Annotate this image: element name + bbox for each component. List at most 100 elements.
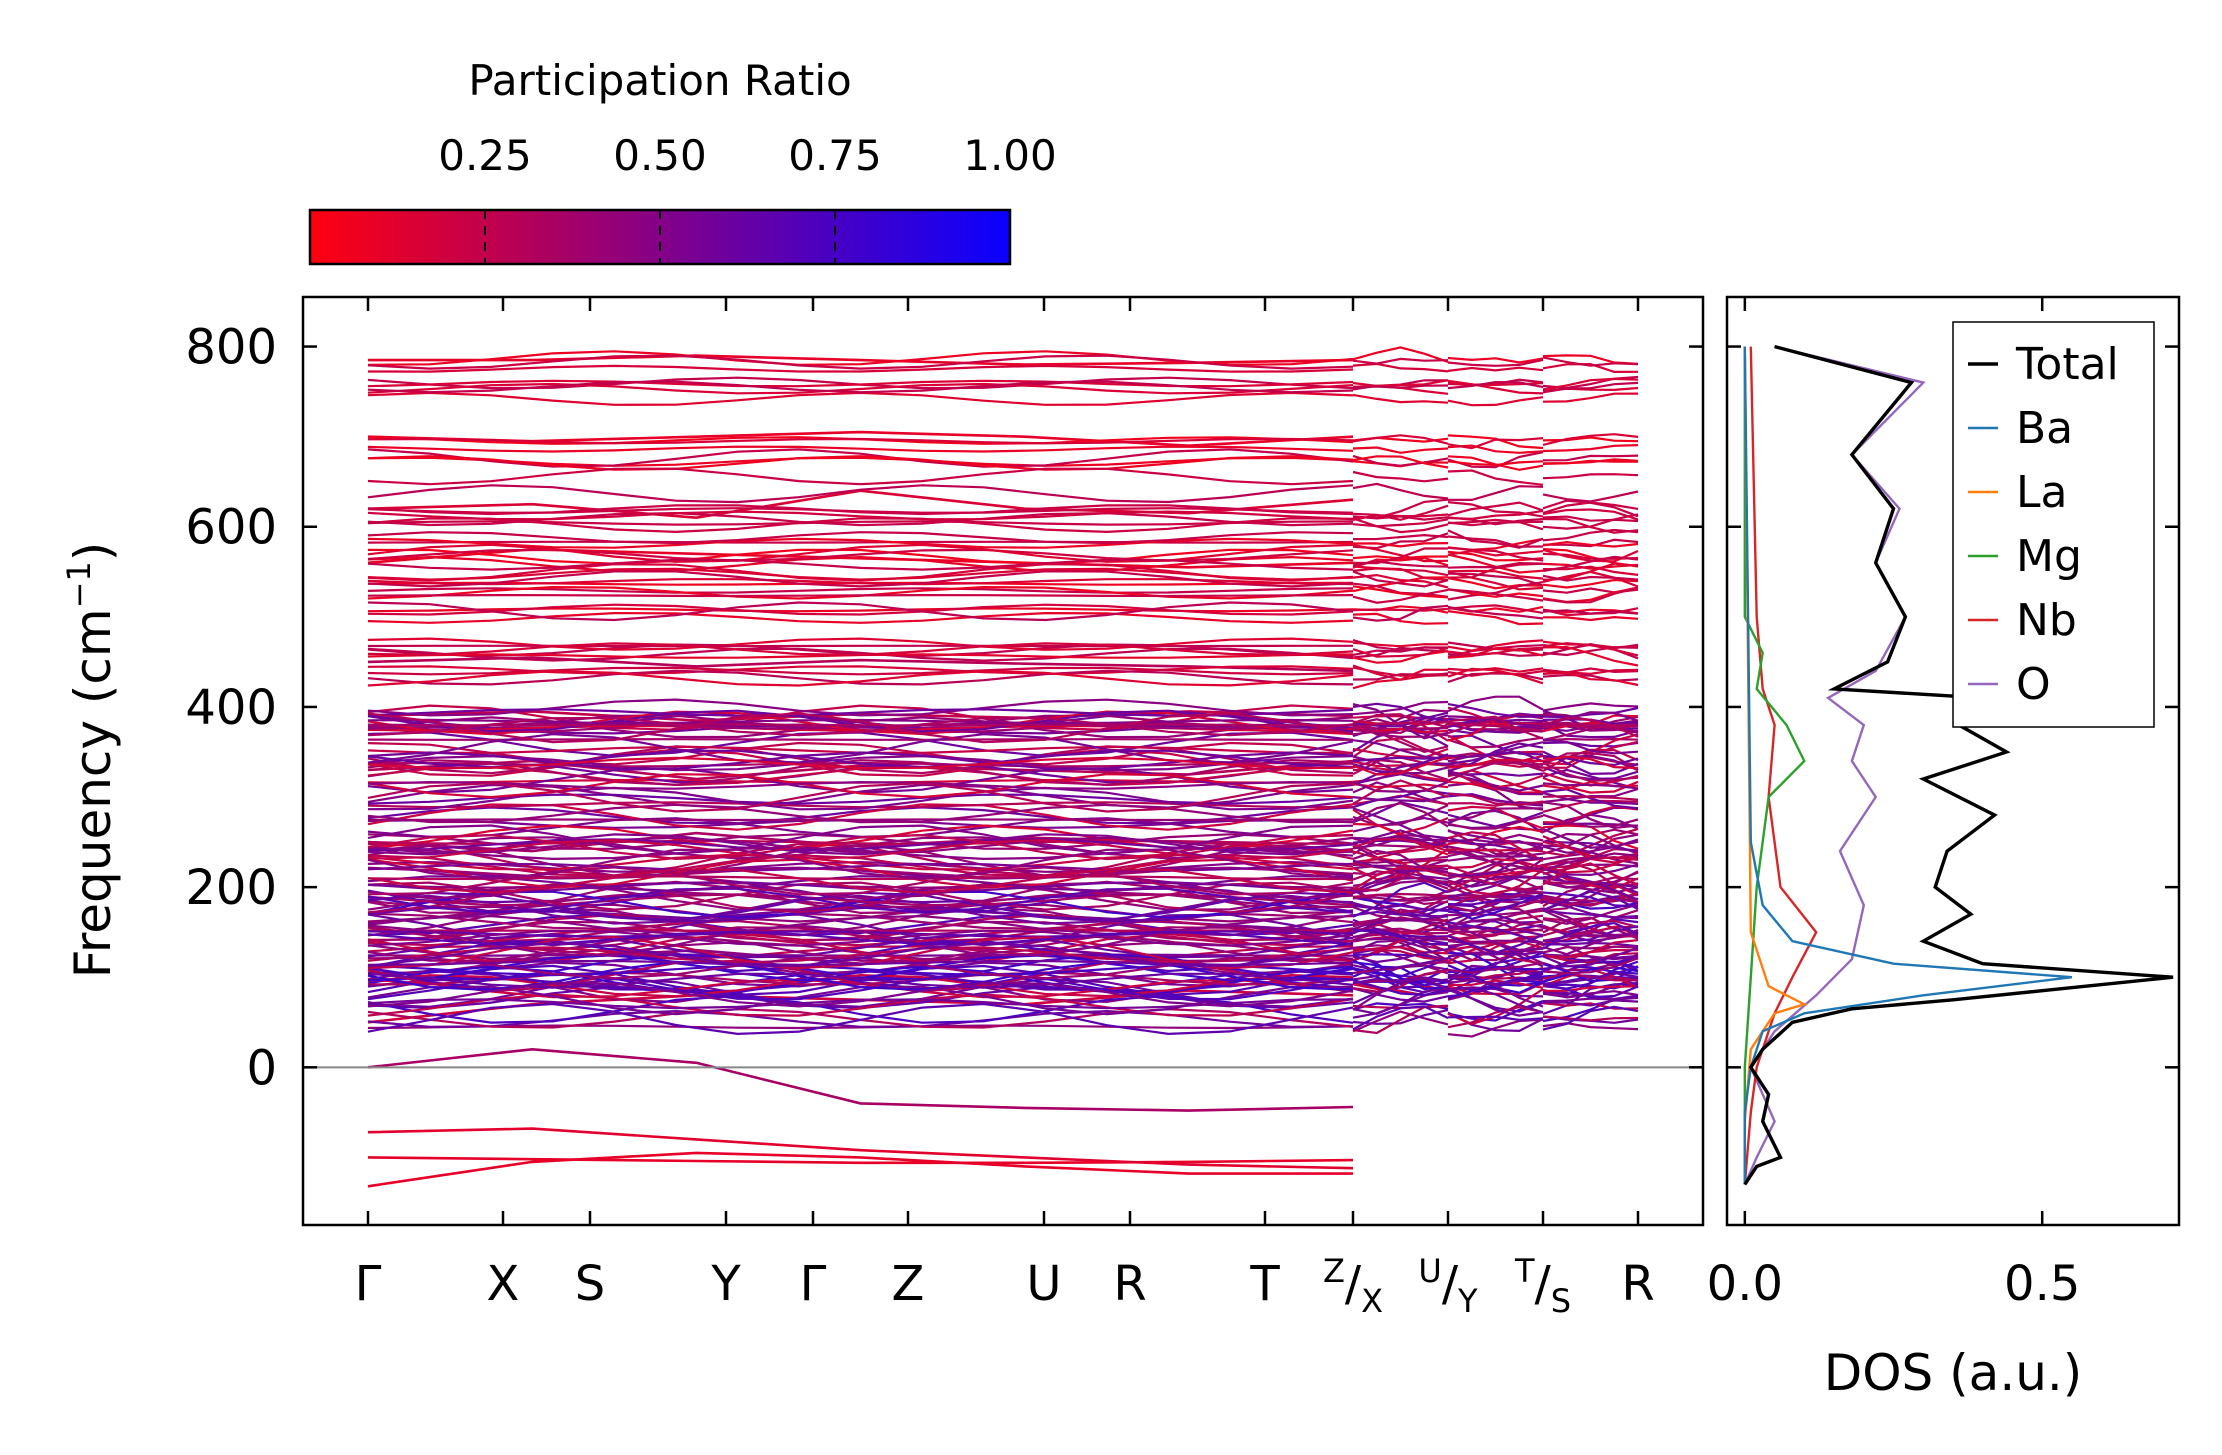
- band-line: [1352, 455, 1449, 469]
- band-line: [367, 354, 1354, 370]
- band-line: [1352, 646, 1449, 659]
- band-line: [1352, 446, 1449, 454]
- band-line: [1542, 722, 1639, 739]
- band-line: [367, 455, 1354, 471]
- band-line: [1542, 454, 1639, 462]
- band-line: [1352, 504, 1449, 521]
- band-line: [1352, 781, 1449, 793]
- band-line: [367, 555, 1354, 573]
- band-line: [1542, 609, 1639, 615]
- band-line: [367, 862, 1354, 872]
- band-line: [367, 380, 1354, 394]
- band-line: [1352, 779, 1449, 805]
- band-line: [367, 391, 1354, 406]
- band-line: [1542, 1005, 1639, 1031]
- band-line: [1447, 895, 1544, 916]
- band-line: [1542, 562, 1639, 570]
- band-line: [1542, 356, 1639, 367]
- band-line: [1542, 813, 1639, 829]
- dos-axis-ticks: 0.0 0.5: [1707, 297, 2080, 1312]
- band-line: [1447, 927, 1544, 934]
- band-line: [367, 445, 1354, 453]
- band-line: [1447, 923, 1544, 952]
- band-line: [1542, 1022, 1639, 1031]
- dos-curve-total: [1743, 344, 2174, 1186]
- band-line: [367, 1127, 1354, 1170]
- band-line: [1447, 588, 1544, 602]
- band-line: [1542, 515, 1639, 523]
- band-line: [1542, 801, 1639, 830]
- band-line: [1447, 868, 1544, 896]
- band-line: [367, 754, 1354, 772]
- band-line: [1447, 988, 1544, 1017]
- band-line: [1447, 501, 1544, 518]
- band-line: [1542, 917, 1639, 940]
- band-line: [1542, 715, 1639, 742]
- band-line: [367, 558, 1354, 571]
- band-line: [367, 704, 1354, 731]
- band-line: [367, 467, 1354, 486]
- band-line: [1542, 508, 1639, 521]
- band-line: [1447, 721, 1544, 732]
- x-tick-label: S: [575, 1256, 605, 1312]
- band-line: [1542, 916, 1639, 940]
- band-line: [1352, 976, 1449, 985]
- band-line: [1352, 1010, 1449, 1033]
- band-line: [1352, 961, 1449, 991]
- band-line: [1352, 756, 1449, 763]
- band-line: [1542, 433, 1639, 446]
- band-line: [1447, 750, 1544, 766]
- band-line: [1447, 1015, 1544, 1022]
- colorbar-ticks: [484, 210, 836, 264]
- band-line: [1447, 437, 1544, 450]
- band-line: [367, 716, 1354, 737]
- band-line: [1542, 925, 1639, 943]
- band-line: [367, 833, 1354, 856]
- band-line: [1352, 702, 1449, 722]
- band-line: [1352, 886, 1449, 914]
- legend-label: Nb: [2016, 595, 2077, 646]
- band-line: [1447, 581, 1544, 601]
- band-line: [1447, 379, 1544, 395]
- dos-axes-frame: [1725, 295, 2181, 1227]
- band-line: [1542, 671, 1639, 687]
- band-line: [1352, 560, 1449, 568]
- band-line: [1352, 808, 1449, 835]
- band-line: [1542, 538, 1639, 548]
- band-line: [1447, 639, 1544, 652]
- band-line: [367, 611, 1354, 624]
- band-line: [1352, 543, 1449, 563]
- band-line: [367, 924, 1354, 957]
- dos-panel: 0.0 0.5 DOS (a.u.) Total Ba La Mg Nb O: [1707, 295, 2181, 1402]
- band-line: [367, 484, 1354, 504]
- y-tick-label: 200: [185, 860, 277, 916]
- band-line: [1352, 758, 1449, 781]
- band-line: [1352, 1005, 1449, 1035]
- band-line: [1542, 499, 1639, 518]
- dos-x-tick-label: 0.0: [1707, 1256, 1783, 1312]
- band-line: [1352, 585, 1449, 599]
- band-line: [1447, 546, 1544, 562]
- band-line: [367, 858, 1354, 889]
- band-line: [367, 977, 1354, 993]
- x-tick-label: R: [1113, 1256, 1146, 1312]
- band-line: [1352, 384, 1449, 389]
- band-line: [1352, 542, 1449, 548]
- band-line: [1447, 380, 1544, 390]
- band-line: [1352, 517, 1449, 534]
- band-line: [1542, 921, 1639, 950]
- band-line: [367, 846, 1354, 861]
- band-line: [1447, 667, 1544, 685]
- band-line: [1542, 954, 1639, 973]
- y-tick-label: 800: [185, 320, 277, 376]
- band-line: [1542, 794, 1639, 801]
- band-line: [1542, 813, 1639, 834]
- band-line: [1447, 831, 1544, 862]
- band-line: [1352, 864, 1449, 892]
- dos-axis-label: DOS (a.u.): [1824, 1344, 2083, 1402]
- band-line: [1352, 1009, 1449, 1025]
- band-line: [1542, 702, 1639, 712]
- band-line: [1352, 937, 1449, 942]
- band-line: [1352, 917, 1449, 931]
- band-line: [367, 647, 1354, 662]
